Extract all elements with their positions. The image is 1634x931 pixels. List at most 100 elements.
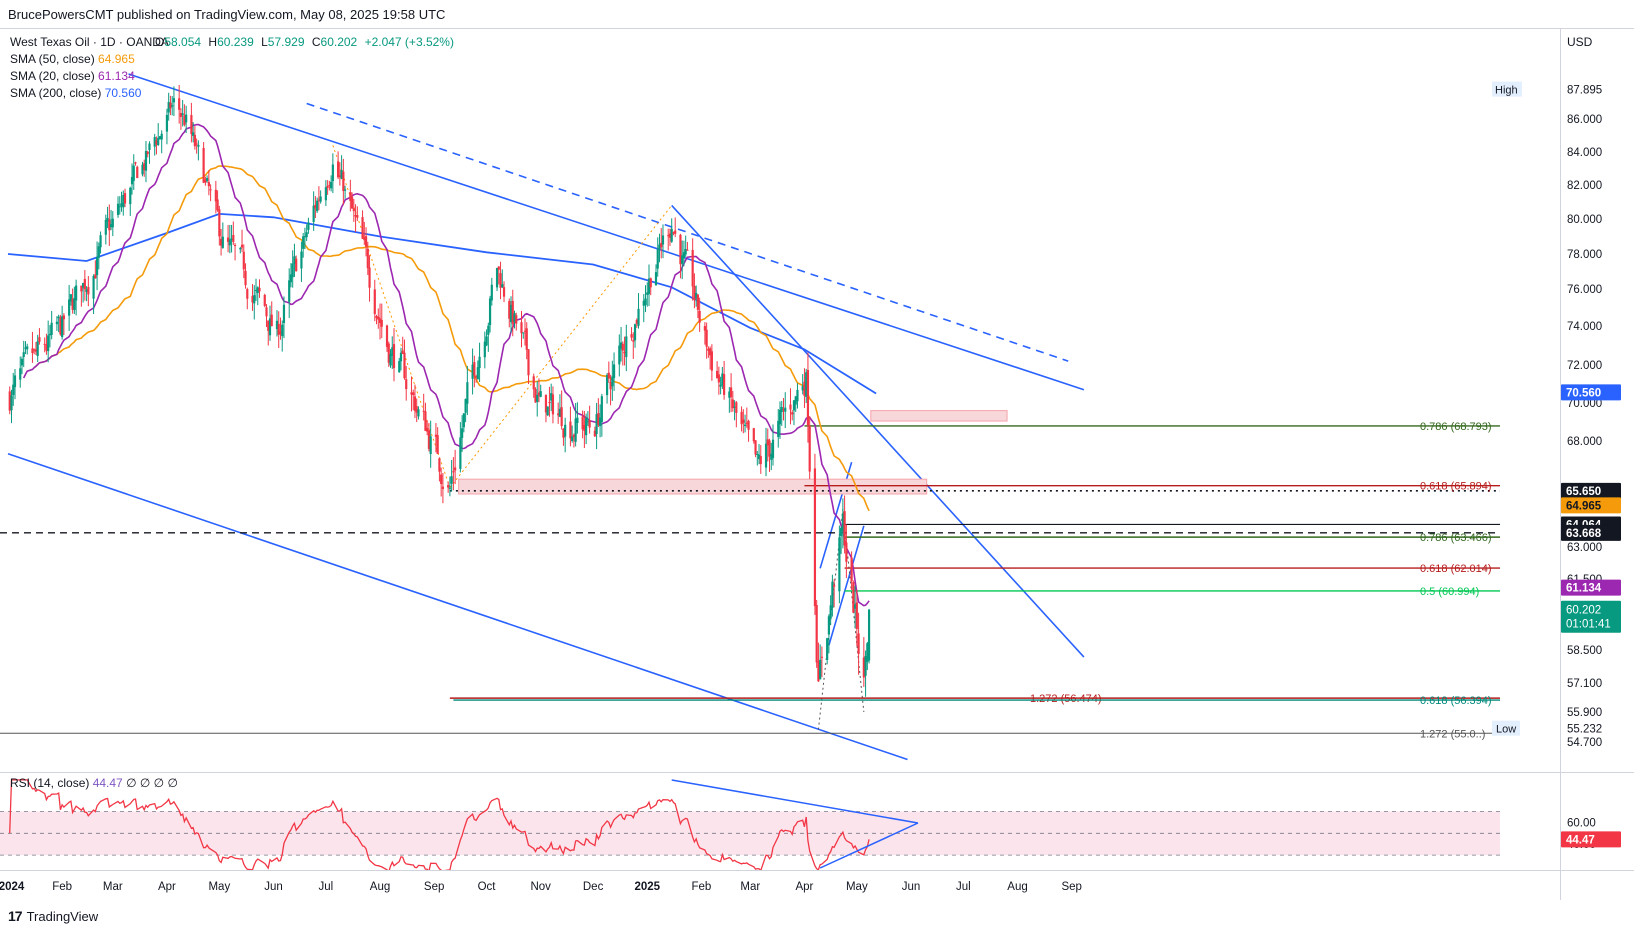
- price-axis[interactable]: 87.895 86.000 84.000 82.000 80.000 78.000 76.0…: [1561, 85, 1621, 852]
- candle: [595, 402, 598, 450]
- candle-body: [485, 336, 488, 346]
- candle: [256, 286, 259, 306]
- candle: [303, 227, 307, 250]
- candle: [854, 585, 857, 629]
- candle: [508, 298, 511, 328]
- candle: [108, 204, 111, 246]
- time-tick-label: Aug: [1007, 881, 1027, 893]
- candle: [34, 341, 38, 356]
- candle: [352, 198, 355, 222]
- candle-body: [118, 206, 121, 208]
- candle: [855, 589, 858, 647]
- candle: [377, 308, 380, 329]
- candle-body: [813, 468, 817, 607]
- candle: [789, 388, 792, 425]
- time-axis[interactable]: 2024 Feb Mar Apr May Jun Jul Aug Sep Oct Nov Dec 202…: [0, 881, 1082, 893]
- time-tick-label: Jul: [956, 881, 971, 893]
- candle: [679, 233, 682, 279]
- candle: [696, 294, 700, 319]
- candle: [817, 642, 820, 682]
- candle-body: [178, 98, 181, 110]
- candle: [440, 467, 443, 497]
- candle-body: [134, 162, 137, 164]
- candle: [134, 161, 137, 166]
- candle-body: [771, 439, 775, 459]
- candle-body: [36, 341, 39, 357]
- candle: [73, 286, 76, 314]
- candle-body: [253, 295, 256, 304]
- candle-body: [623, 351, 626, 354]
- candle-body: [682, 252, 686, 259]
- candle-body: [104, 219, 107, 235]
- candle-body: [789, 404, 792, 410]
- candle-body: [375, 316, 378, 319]
- candle-body: [513, 313, 516, 322]
- candle: [771, 424, 775, 466]
- candle-body: [10, 395, 13, 411]
- candle-body: [490, 284, 493, 301]
- candle-body: [509, 304, 513, 322]
- sma50-line: [33, 165, 870, 512]
- candle-body: [794, 396, 797, 405]
- candle: [729, 373, 733, 413]
- candle: [668, 228, 672, 246]
- main-pane: 0.786 (68.793) 0.618 (65.894) 0.786 (63.46…: [0, 73, 1522, 761]
- candle: [864, 650, 867, 697]
- candle: [740, 406, 743, 432]
- candle-body: [33, 349, 36, 351]
- rsi-line: [9, 779, 870, 870]
- candle: [429, 420, 432, 468]
- candle: [611, 360, 614, 401]
- candle-body: [148, 143, 151, 151]
- candle-body: [218, 209, 221, 237]
- candle: [330, 175, 333, 192]
- candle: [523, 318, 527, 346]
- candle: [784, 392, 787, 429]
- candle-body: [674, 230, 677, 234]
- candle: [312, 191, 315, 231]
- candle-body: [544, 394, 548, 413]
- candle-body: [209, 189, 212, 191]
- candle-body: [551, 394, 555, 415]
- candle-body: [429, 436, 432, 455]
- currency-label: USD: [1567, 35, 1593, 49]
- candle-body: [476, 367, 479, 380]
- price-chart[interactable]: 0.786 (68.793) 0.618 (65.894) 0.786 (63.46…: [0, 28, 1634, 900]
- candle: [305, 224, 308, 242]
- candle: [681, 240, 684, 280]
- candle-body: [703, 326, 706, 331]
- legend-sma-50: SMA (50, close) 64.965: [10, 52, 135, 66]
- candle-body: [831, 581, 834, 608]
- candle: [557, 402, 560, 424]
- candle-body: [153, 137, 156, 147]
- candle: [605, 373, 609, 404]
- time-tick-label: Jun: [902, 881, 921, 893]
- candle: [462, 413, 465, 433]
- candle: [633, 323, 637, 348]
- candle: [867, 608, 871, 664]
- candle-body: [792, 400, 796, 411]
- candle-body: [488, 298, 492, 326]
- candle: [242, 244, 245, 279]
- rising-channel-lower-line: [828, 525, 865, 646]
- price-tick-label: 84.000: [1567, 147, 1602, 159]
- candle: [179, 108, 183, 130]
- candle-body: [803, 381, 806, 396]
- candle-body: [670, 228, 673, 242]
- candle-body: [667, 235, 670, 237]
- candle: [132, 154, 135, 190]
- price-badge: [1561, 524, 1621, 541]
- candle-body: [668, 233, 672, 238]
- candle: [717, 366, 720, 395]
- candle: [600, 393, 603, 437]
- candle: [169, 95, 172, 116]
- candle: [452, 457, 455, 491]
- candle-body: [111, 218, 114, 228]
- candle: [723, 360, 726, 400]
- candle: [193, 126, 196, 150]
- time-tick-label: Aug: [370, 881, 390, 893]
- candle-body: [354, 215, 357, 217]
- candle: [532, 373, 535, 398]
- candle: [398, 357, 401, 373]
- price-badge-label: 63.668: [1566, 528, 1602, 540]
